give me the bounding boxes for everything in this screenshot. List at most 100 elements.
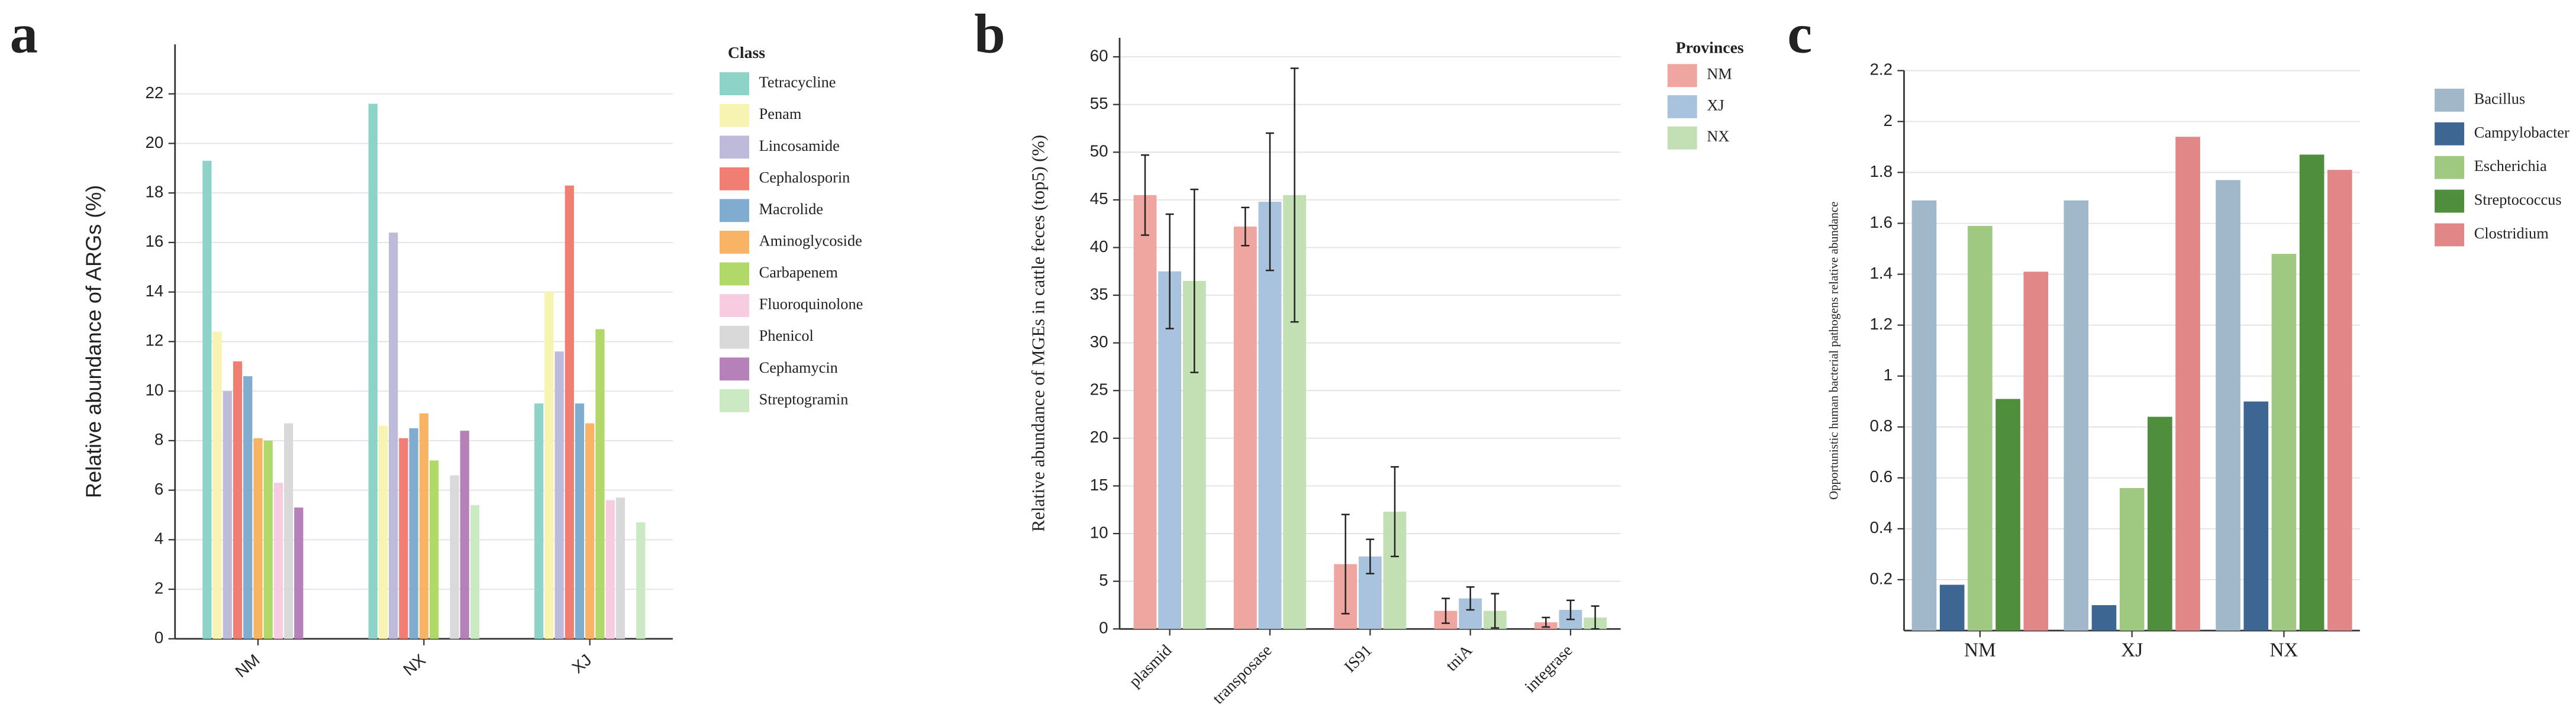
bar <box>2216 180 2240 631</box>
y-tick-label: 18 <box>145 183 163 201</box>
legend-swatch <box>1667 126 1697 150</box>
y-tick-label: 0.4 <box>1869 518 1892 537</box>
bar <box>565 185 574 639</box>
legend-swatch <box>720 262 749 286</box>
bar <box>1939 584 1965 631</box>
y-tick-label: 50 <box>1090 142 1108 160</box>
bar <box>212 331 222 639</box>
y-tick-label: 15 <box>1090 476 1108 494</box>
y-tick-label: 4 <box>154 529 163 548</box>
y-tick-label: 22 <box>145 83 163 102</box>
bar <box>2148 416 2172 631</box>
bar <box>1133 195 1157 629</box>
bar <box>294 507 304 639</box>
y-tick-label: 2 <box>1884 111 1892 130</box>
bar <box>1911 200 1937 631</box>
bar <box>470 505 480 639</box>
legend-swatch <box>720 294 749 318</box>
bar <box>409 428 418 639</box>
x-tick-label: tniA <box>1442 641 1476 675</box>
error-bar <box>1390 466 1399 557</box>
legend-label: Streptogramin <box>759 390 849 408</box>
legend-label: Bacillus <box>2474 90 2525 107</box>
y-tick-label: 1.4 <box>1869 264 1892 282</box>
x-tick-label: NX <box>2269 639 2298 661</box>
error-bar <box>1241 206 1250 247</box>
error-bar <box>1591 605 1600 630</box>
panel-letter: c <box>1787 3 1812 64</box>
error-bar <box>1341 513 1350 615</box>
panel-letter: b <box>974 3 1005 64</box>
bar <box>2243 401 2269 631</box>
y-tick-label: 25 <box>1090 380 1108 399</box>
y-tick-label: 14 <box>145 282 163 300</box>
legend-label: NM <box>1707 66 1732 83</box>
bar <box>2119 488 2145 631</box>
legend-swatch <box>720 167 749 190</box>
y-tick-label: 35 <box>1090 285 1108 303</box>
y-tick-label: 0.2 <box>1869 569 1892 587</box>
bar <box>605 500 615 639</box>
y-tick-label: 1 <box>1884 366 1892 384</box>
legend-swatch <box>720 199 749 222</box>
legend-swatch <box>720 357 749 381</box>
bar <box>368 104 378 639</box>
error-bar <box>1466 586 1475 611</box>
error-bar <box>1190 188 1199 373</box>
y-axis-label: Relative abundance of ARGs (%) <box>82 185 106 498</box>
y-tick-label: 12 <box>145 331 163 350</box>
y-tick-label: 0.6 <box>1869 467 1892 486</box>
legend-swatch <box>2435 223 2465 247</box>
panel-letter: a <box>10 3 38 64</box>
x-tick-label: XJ <box>569 651 595 677</box>
bar <box>253 438 263 639</box>
error-bar <box>1165 213 1174 329</box>
legend-swatch <box>1667 64 1697 88</box>
x-tick-label: NM <box>1964 639 1996 661</box>
bar <box>2023 272 2049 631</box>
bar <box>2327 170 2352 631</box>
y-tick-label: 20 <box>1090 428 1108 446</box>
y-tick-label: 10 <box>145 380 163 399</box>
bar <box>283 423 294 639</box>
y-tick-label: 20 <box>145 133 163 151</box>
y-tick-label: 30 <box>1090 332 1108 351</box>
y-tick-label: 0.8 <box>1869 416 1892 435</box>
legend-label: Carbapenem <box>759 264 839 281</box>
legend-label: Phenicol <box>759 327 814 344</box>
y-tick-label: 1.8 <box>1869 162 1892 180</box>
x-tick-label: transposase <box>1209 641 1275 707</box>
y-tick-label: 10 <box>1090 523 1108 541</box>
legend-label: Clostridium <box>2474 225 2549 242</box>
legend-swatch <box>2435 189 2465 213</box>
bar <box>615 497 625 639</box>
x-tick-label: XJ <box>2121 639 2143 661</box>
bar <box>460 431 469 639</box>
y-tick-label: 1.6 <box>1869 213 1892 231</box>
legend-label: Aminoglycoside <box>759 232 862 250</box>
x-tick-label: IS91 <box>1341 641 1376 676</box>
y-tick-label: 6 <box>154 480 163 498</box>
bar <box>378 425 388 639</box>
x-tick-label: integrase <box>1521 641 1576 696</box>
legend-swatch <box>2435 156 2465 179</box>
legend-label: Lincosamide <box>759 137 840 154</box>
legend-swatch <box>2435 88 2465 112</box>
legend-swatch <box>2435 122 2465 146</box>
y-tick-label: 40 <box>1090 237 1108 256</box>
error-bar <box>1366 538 1375 574</box>
legend-label: Penam <box>759 105 802 122</box>
y-tick-label: 16 <box>145 232 163 250</box>
legend-label: Campylobacter <box>2474 124 2569 141</box>
legend-label: Cephalosporin <box>759 169 850 186</box>
bar <box>419 413 428 639</box>
x-tick-label: plasmid <box>1126 641 1175 691</box>
bar <box>585 423 595 639</box>
y-tick-label: 1.2 <box>1869 315 1892 333</box>
bar <box>636 522 646 639</box>
legend-label: XJ <box>1707 96 1724 114</box>
bar <box>263 440 273 639</box>
legend-swatch <box>720 389 749 412</box>
legend-label: Cephamycin <box>759 359 838 376</box>
